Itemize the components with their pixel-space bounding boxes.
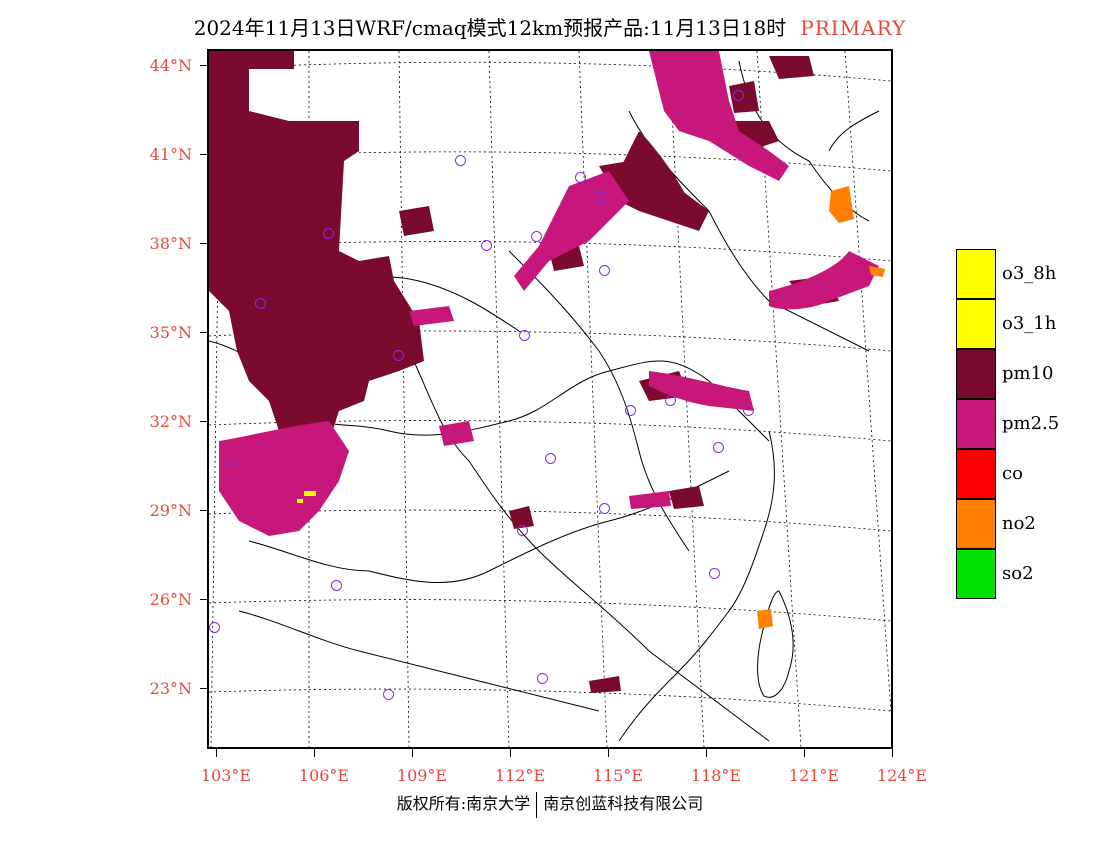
legend-swatch: [956, 299, 996, 349]
station-marker: [733, 90, 744, 101]
map-canvas: [209, 51, 891, 747]
copyright-footer: 版权所有:南京大学 南京创蓝科技有限公司: [0, 790, 1100, 818]
lon-label-103: 103°E: [200, 766, 252, 785]
station-marker: [625, 405, 636, 416]
legend-label: so2: [1002, 563, 1034, 584]
lon-tick: [608, 749, 609, 757]
lon-tick: [804, 749, 805, 757]
lat-tick: [200, 332, 208, 333]
station-marker: [331, 580, 342, 591]
station-marker: [519, 330, 530, 341]
footer-divider: [536, 791, 538, 818]
lon-tick: [706, 749, 707, 757]
copyright-owner: 版权所有:南京大学: [396, 794, 531, 813]
station-marker: [743, 405, 754, 416]
no2-regions: [757, 186, 885, 629]
legend-swatch: [956, 349, 996, 399]
title-text: 2024年11月13日WRF/cmaq模式12km预报产品:11月13日18时: [193, 16, 787, 40]
lat-label-35: 35°N: [149, 323, 192, 342]
legend-swatch: [956, 399, 996, 449]
legend-swatch: [956, 449, 996, 499]
lat-label-32: 32°N: [149, 412, 192, 431]
station-marker: [323, 228, 334, 239]
primary-tag: PRIMARY: [800, 16, 907, 40]
legend-swatch: [956, 549, 996, 599]
legend-label: o3_8h: [1002, 263, 1057, 284]
station-marker: [393, 350, 404, 361]
legend-label: no2: [1002, 513, 1036, 534]
legend-swatch: [956, 249, 996, 299]
station-marker: [227, 457, 238, 468]
lat-tick: [200, 65, 208, 66]
lat-label-44: 44°N: [149, 56, 192, 75]
lat-label-29: 29°N: [149, 501, 192, 520]
station-marker: [517, 525, 528, 536]
lon-tick: [216, 749, 217, 757]
lon-label-124: 124°E: [876, 766, 928, 785]
station-marker: [575, 172, 586, 183]
lon-tick: [412, 749, 413, 757]
lat-tick: [200, 243, 208, 244]
station-marker: [455, 155, 466, 166]
lat-label-26: 26°N: [149, 590, 192, 609]
pm10-regions: [209, 51, 839, 693]
lon-label-118: 118°E: [690, 766, 742, 785]
station-marker: [255, 298, 266, 309]
legend-swatch: [956, 499, 996, 549]
lat-label-38: 38°N: [149, 234, 192, 253]
station-marker: [383, 689, 394, 700]
lon-label-121: 121°E: [788, 766, 840, 785]
lat-tick: [200, 599, 208, 600]
lon-label-106: 106°E: [298, 766, 350, 785]
station-marker: [545, 453, 556, 464]
pm25-regions: [219, 51, 879, 536]
station-marker: [481, 240, 492, 251]
lat-tick: [200, 510, 208, 511]
station-marker: [599, 265, 610, 276]
station-marker: [665, 395, 676, 406]
station-marker: [531, 231, 542, 242]
station-marker: [709, 568, 720, 579]
legend-label: o3_1h: [1002, 313, 1057, 334]
copyright-company: 南京创蓝科技有限公司: [543, 794, 704, 813]
forecast-map: [207, 49, 893, 749]
lat-label-41: 41°N: [149, 145, 192, 164]
lon-tick: [510, 749, 511, 757]
legend-label: pm2.5: [1002, 413, 1060, 434]
lat-label-23: 23°N: [149, 679, 192, 698]
legend-label: co: [1002, 463, 1023, 484]
o3-regions: [297, 491, 316, 503]
lon-tick: [892, 749, 893, 757]
lat-tick: [200, 688, 208, 689]
lon-tick: [314, 749, 315, 757]
station-marker: [713, 442, 724, 453]
lat-tick: [200, 154, 208, 155]
lat-tick: [200, 421, 208, 422]
station-marker: [599, 503, 610, 514]
station-marker: [595, 192, 606, 203]
station-marker: [209, 622, 220, 633]
lon-label-112: 112°E: [494, 766, 546, 785]
legend-label: pm10: [1002, 363, 1054, 384]
station-marker: [537, 673, 548, 684]
lon-label-109: 109°E: [396, 766, 448, 785]
lon-label-115: 115°E: [592, 766, 644, 785]
map-title: 2024年11月13日WRF/cmaq模式12km预报产品:11月13日18时 P…: [0, 12, 1100, 41]
